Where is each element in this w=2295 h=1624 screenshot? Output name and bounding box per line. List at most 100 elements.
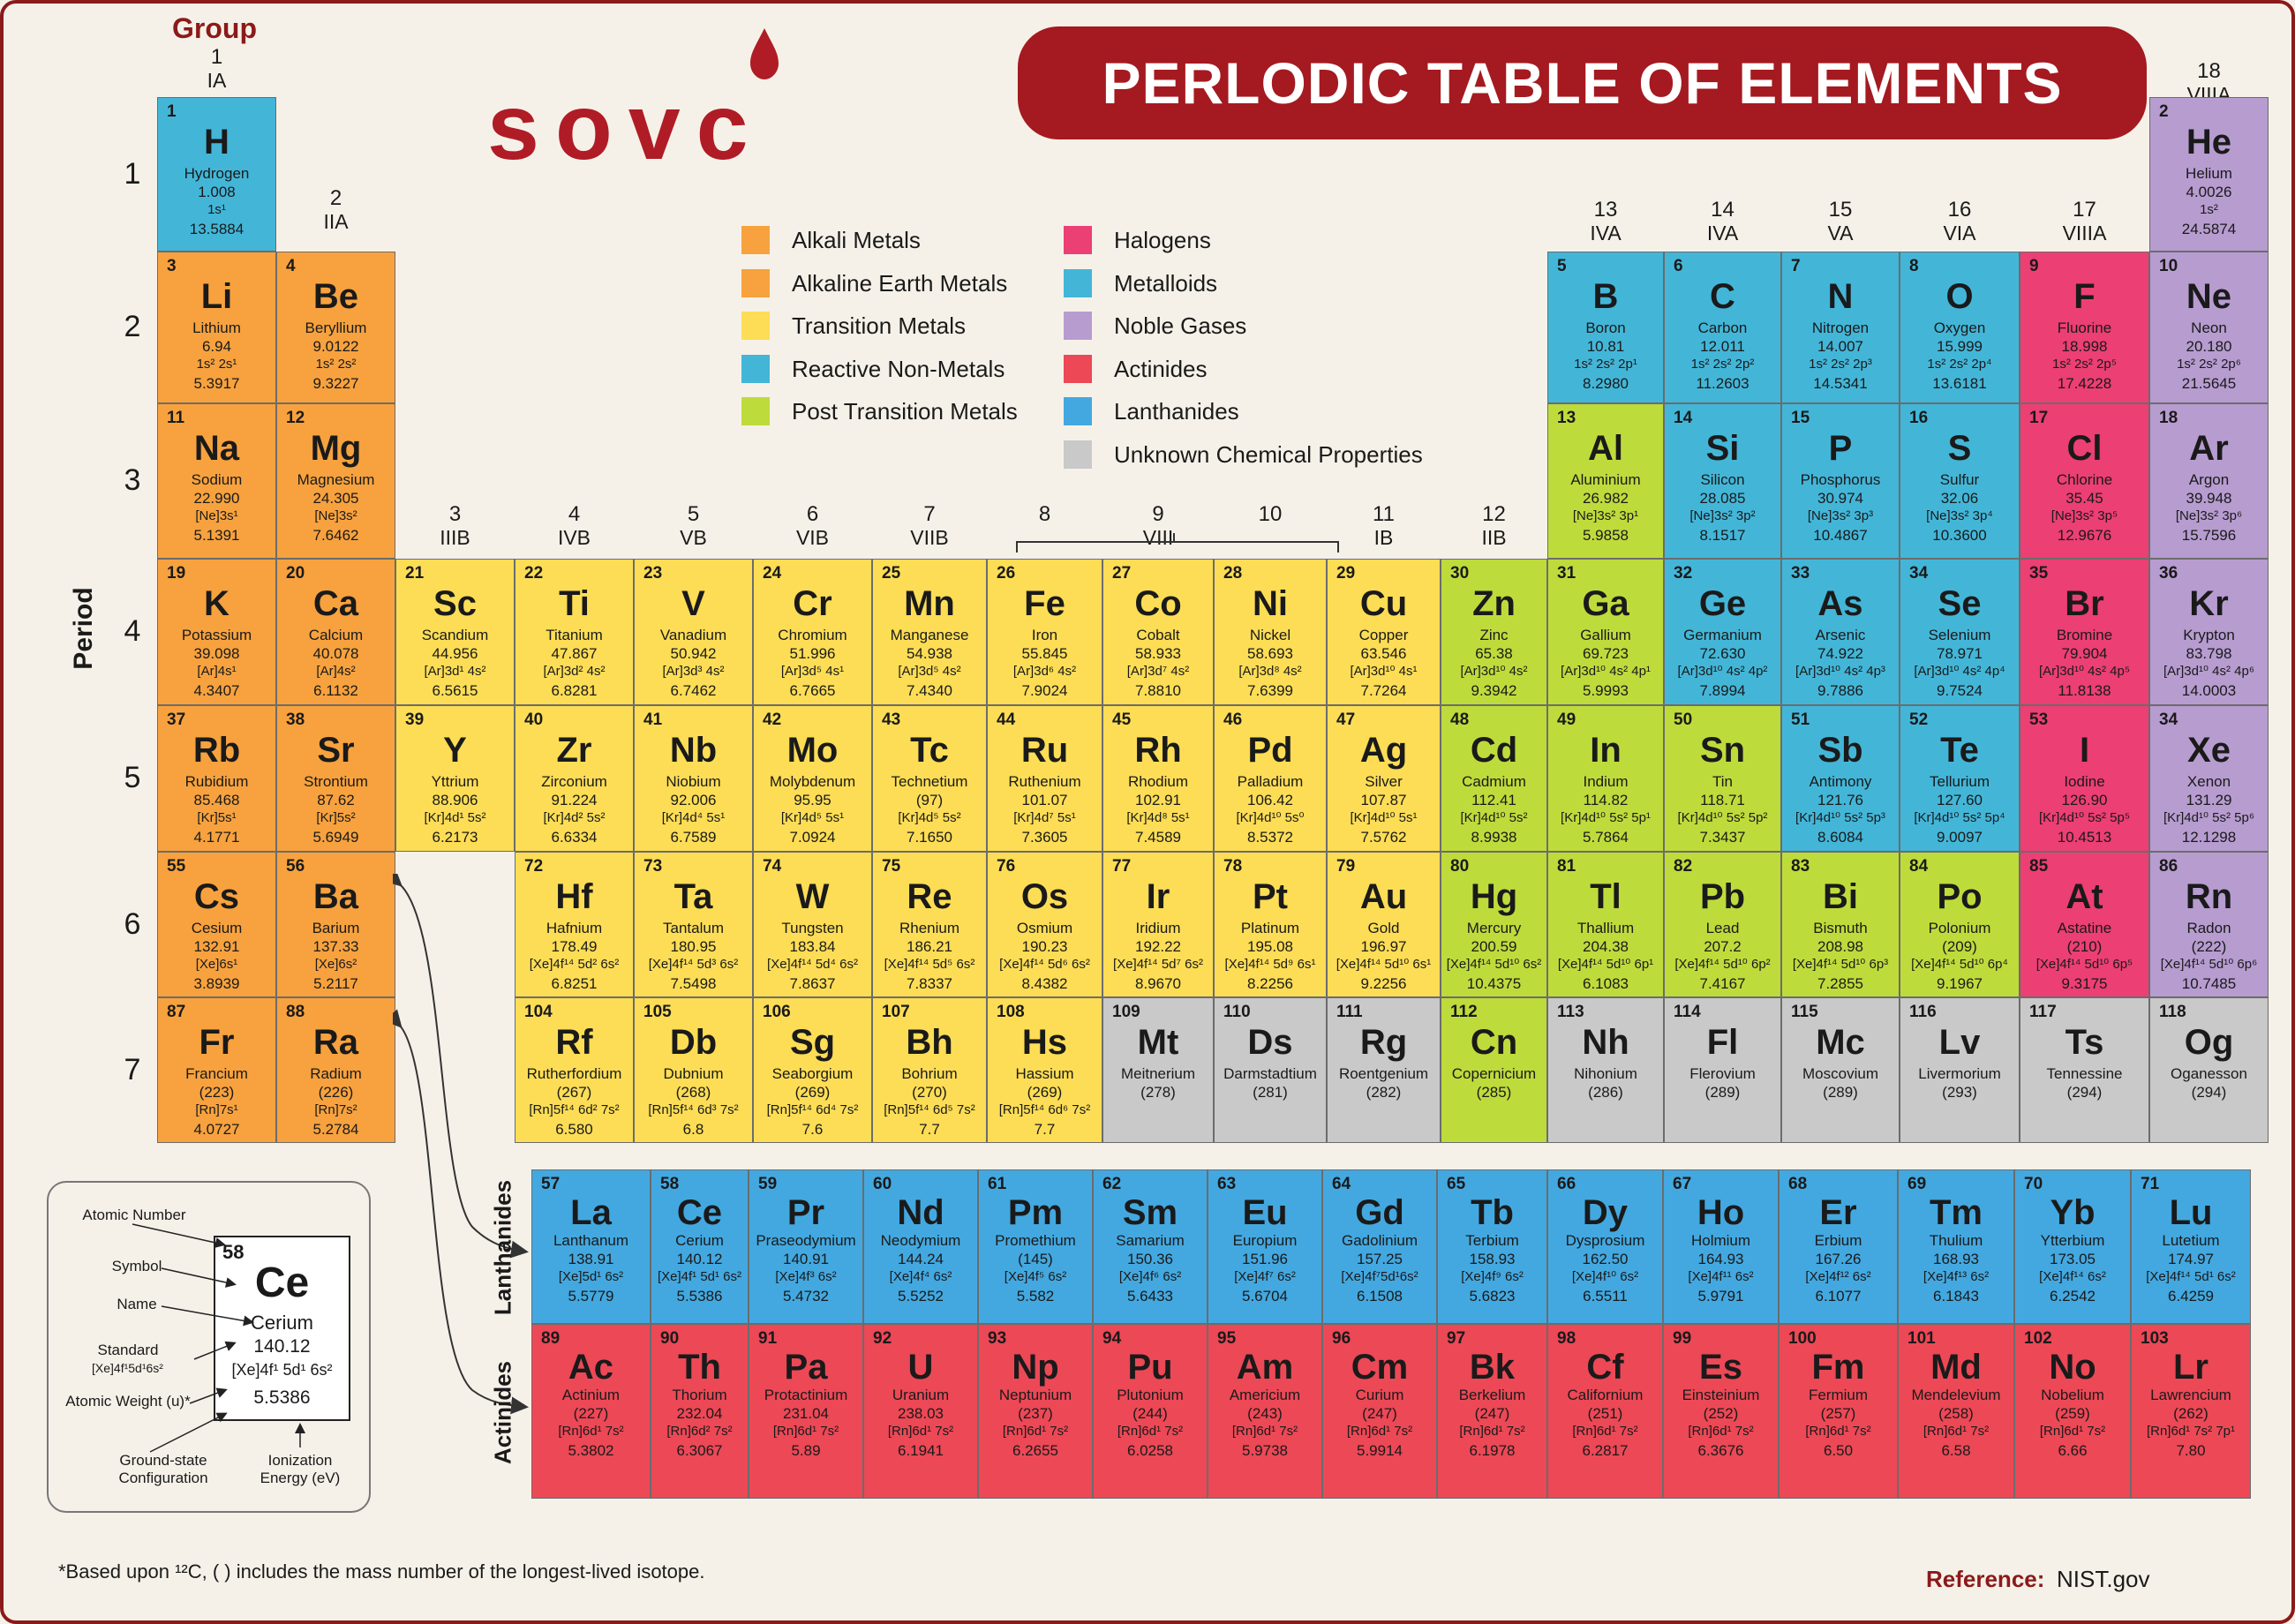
element-cell-v[interactable]: 23 V Vanadium 50.942 [Ar]3d³ 4s² 6.7462 bbox=[634, 559, 753, 705]
element-cell-mc[interactable]: 115 Mc Moscovium (289) bbox=[1781, 997, 1900, 1143]
element-cell-pr[interactable]: 59 Pr Praseodymium 140.91 [Xe]4f³ 6s² 5.4732 bbox=[749, 1169, 863, 1324]
element-cell-tb[interactable]: 65 Tb Terbium 158.93 [Xe]4f⁹ 6s² 5.6823 bbox=[1437, 1169, 1547, 1324]
element-cell-gd[interactable]: 64 Gd Gadolinium 157.25 [Xe]4f⁷5d¹6s² 6.1508 bbox=[1322, 1169, 1437, 1324]
element-cell-pa[interactable]: 91 Pa Protactinium 231.04 [Rn]6d¹ 7s² 5.89 bbox=[749, 1324, 863, 1499]
element-cell-pd[interactable]: 46 Pd Palladium 106.42 [Kr]4d¹⁰ 5s⁰ 8.5372 bbox=[1214, 705, 1327, 852]
element-cell-hs[interactable]: 108 Hs Hassium (269) [Rn]5f¹⁴ 6d⁶ 7s² 7.7 bbox=[987, 997, 1102, 1143]
element-cell-rn[interactable]: 86 Rn Radon (222) [Xe]4f¹⁴ 5d¹⁰ 6p⁶ 10.7485 bbox=[2149, 852, 2269, 997]
element-cell-lv[interactable]: 116 Lv Livermorium (293) bbox=[1900, 997, 2020, 1143]
element-cell-nd[interactable]: 60 Nd Neodymium 144.24 [Xe]4f⁴ 6s² 5.5252 bbox=[863, 1169, 978, 1324]
element-cell-at[interactable]: 85 At Astatine (210) [Xe]4f¹⁴ 5d¹⁰ 6p⁵ 9.3175 bbox=[2020, 852, 2149, 997]
element-cell-th[interactable]: 90 Th Thorium 232.04 [Rn]6d² 7s² 6.3067 bbox=[651, 1324, 749, 1499]
element-cell-i[interactable]: 53 I Iodine 126.90 [Kr]4d¹⁰ 5s² 5p⁵ 10.4513 bbox=[2020, 705, 2149, 852]
element-cell-md[interactable]: 101 Md Mendelevium (258) [Rn]6d¹ 7s² 6.58 bbox=[1898, 1324, 2014, 1499]
element-cell-co[interactable]: 27 Co Cobalt 58.933 [Ar]3d⁷ 4s² 7.8810 bbox=[1102, 559, 1214, 705]
element-cell-hg[interactable]: 80 Hg Mercury 200.59 [Xe]4f¹⁴ 5d¹⁰ 6s² 10.437… bbox=[1441, 852, 1547, 997]
element-cell-ds[interactable]: 110 Ds Darmstadtium (281) bbox=[1214, 997, 1327, 1143]
element-cell-br[interactable]: 35 Br Bromine 79.904 [Ar]3d¹⁰ 4s² 4p⁵ 11.8138 bbox=[2020, 559, 2149, 705]
element-cell-la[interactable]: 57 La Lanthanum 138.91 [Xe]5d¹ 6s² 5.5779 bbox=[531, 1169, 651, 1324]
element-cell-zn[interactable]: 30 Zn Zinc 65.38 [Ar]3d¹⁰ 4s² 9.3942 bbox=[1441, 559, 1547, 705]
element-cell-os[interactable]: 76 Os Osmium 190.23 [Xe]4f¹⁴ 5d⁶ 6s² 8.4382 bbox=[987, 852, 1102, 997]
element-cell-u[interactable]: 92 U Uranium 238.03 [Rn]6d¹ 7s² 6.1941 bbox=[863, 1324, 978, 1499]
element-cell-nb[interactable]: 41 Nb Niobium 92.006 [Kr]4d⁴ 5s¹ 6.7589 bbox=[634, 705, 753, 852]
element-cell-rg[interactable]: 111 Rg Roentgenium (282) bbox=[1327, 997, 1441, 1143]
element-cell-in[interactable]: 49 In Indium 114.82 [Kr]4d¹⁰ 5s² 5p¹ 5.7864 bbox=[1547, 705, 1664, 852]
element-cell-ca[interactable]: 20 Ca Calcium 40.078 [Ar]4s² 6.1132 bbox=[276, 559, 395, 705]
element-cell-p[interactable]: 15 P Phosphorus 30.974 [Ne]3s² 3p³ 10.4867 bbox=[1781, 403, 1900, 559]
element-cell-ba[interactable]: 56 Ba Barium 137.33 [Xe]6s² 5.2117 bbox=[276, 852, 395, 997]
element-cell-te[interactable]: 52 Te Tellurium 127.60 [Kr]4d¹⁰ 5s² 5p⁴ 9.009… bbox=[1900, 705, 2020, 852]
element-cell-ru[interactable]: 44 Ru Ruthenium 101.07 [Kr]4d⁷ 5s¹ 7.3605 bbox=[987, 705, 1102, 852]
element-cell-pu[interactable]: 94 Pu Plutonium (244) [Rn]6d¹ 7s² 6.0258 bbox=[1093, 1324, 1208, 1499]
element-cell-si[interactable]: 14 Si Silicon 28.085 [Ne]3s² 3p² 8.1517 bbox=[1664, 403, 1781, 559]
element-cell-rb[interactable]: 37 Rb Rubidium 85.468 [Kr]5s¹ 4.1771 bbox=[157, 705, 276, 852]
element-cell-sn[interactable]: 50 Sn Tin 118.71 [Kr]4d¹⁰ 5s² 5p² 7.3437 bbox=[1664, 705, 1781, 852]
element-cell-y[interactable]: 39 Y Yttrium 88.906 [Kr]4d¹ 5s² 6.2173 bbox=[395, 705, 515, 852]
element-cell-o[interactable]: 8 O Oxygen 15.999 1s² 2s² 2p⁴ 13.6181 bbox=[1900, 252, 2020, 403]
element-cell-kr[interactable]: 36 Kr Krypton 83.798 [Ar]3d¹⁰ 4s² 4p⁶ 14.0003 bbox=[2149, 559, 2269, 705]
element-cell-k[interactable]: 19 K Potassium 39.098 [Ar]4s¹ 4.3407 bbox=[157, 559, 276, 705]
element-cell-c[interactable]: 6 C Carbon 12.011 1s² 2s² 2p² 11.2603 bbox=[1664, 252, 1781, 403]
element-cell-re[interactable]: 75 Re Rhenium 186.21 [Xe]4f¹⁴ 5d⁵ 6s² 7.8337 bbox=[872, 852, 987, 997]
element-cell-bh[interactable]: 107 Bh Bohrium (270) [Rn]5f¹⁴ 6d⁵ 7s² 7.7 bbox=[872, 997, 987, 1143]
element-cell-cd[interactable]: 48 Cd Cadmium 112.41 [Kr]4d¹⁰ 5s² 8.9938 bbox=[1441, 705, 1547, 852]
element-cell-ar[interactable]: 18 Ar Argon 39.948 [Ne]3s² 3p⁶ 15.7596 bbox=[2149, 403, 2269, 559]
element-cell-cl[interactable]: 17 Cl Chlorine 35.45 [Ne]3s² 3p⁵ 12.9676 bbox=[2020, 403, 2149, 559]
element-cell-og[interactable]: 118 Og Oganesson (294) bbox=[2149, 997, 2269, 1143]
element-cell-zr[interactable]: 40 Zr Zirconium 91.224 [Kr]4d² 5s² 6.6334 bbox=[515, 705, 634, 852]
element-cell-dy[interactable]: 66 Dy Dysprosium 162.50 [Xe]4f¹⁰ 6s² 6.5511 bbox=[1547, 1169, 1663, 1324]
element-cell-n[interactable]: 7 N Nitrogen 14.007 1s² 2s² 2p³ 14.5341 bbox=[1781, 252, 1900, 403]
element-cell-tc[interactable]: 43 Tc Technetium (97) [Kr]4d⁵ 5s² 7.1650 bbox=[872, 705, 987, 852]
element-cell-fe[interactable]: 26 Fe Iron 55.845 [Ar]3d⁶ 4s² 7.9024 bbox=[987, 559, 1102, 705]
element-cell-be[interactable]: 4 Be Beryllium 9.0122 1s² 2s² 9.3227 bbox=[276, 252, 395, 403]
element-cell-np[interactable]: 93 Np Neptunium (237) [Rn]6d¹ 7s² 6.2655 bbox=[978, 1324, 1093, 1499]
element-cell-mn[interactable]: 25 Mn Manganese 54.938 [Ar]3d⁵ 4s² 7.4340 bbox=[872, 559, 987, 705]
element-cell-pm[interactable]: 61 Pm Promethium (145) [Xe]4f⁵ 6s² 5.582 bbox=[978, 1169, 1093, 1324]
element-cell-cn[interactable]: 112 Cn Copernicium (285) bbox=[1441, 997, 1547, 1143]
element-cell-pb[interactable]: 82 Pb Lead 207.2 [Xe]4f¹⁴ 5d¹⁰ 6p² 7.4167 bbox=[1664, 852, 1781, 997]
element-cell-lu[interactable]: 71 Lu Lutetium 174.97 [Xe]4f¹⁴ 5d¹ 6s² 6.4259 bbox=[2131, 1169, 2251, 1324]
element-cell-he[interactable]: 2 He Helium 4.0026 1s² 24.5874 bbox=[2149, 97, 2269, 252]
element-cell-li[interactable]: 3 Li Lithium 6.94 1s² 2s¹ 5.3917 bbox=[157, 252, 276, 403]
element-cell-f[interactable]: 9 F Fluorine 18.998 1s² 2s² 2p⁵ 17.4228 bbox=[2020, 252, 2149, 403]
element-cell-db[interactable]: 105 Db Dubnium (268) [Rn]5f¹⁴ 6d³ 7s² 6.8 bbox=[634, 997, 753, 1143]
element-cell-ac[interactable]: 89 Ac Actinium (227) [Rn]6d¹ 7s² 5.3802 bbox=[531, 1324, 651, 1499]
element-cell-as[interactable]: 33 As Arsenic 74.922 [Ar]3d¹⁰ 4s² 4p³ 9.7886 bbox=[1781, 559, 1900, 705]
element-cell-ts[interactable]: 117 Ts Tennessine (294) bbox=[2020, 997, 2149, 1143]
element-cell-cf[interactable]: 98 Cf Californium (251) [Rn]6d¹ 7s² 6.2817 bbox=[1547, 1324, 1663, 1499]
element-cell-h[interactable]: 1 H Hydrogen 1.008 1s¹ 13.5884 bbox=[157, 97, 276, 252]
element-cell-mg[interactable]: 12 Mg Magnesium 24.305 [Ne]3s² 7.6462 bbox=[276, 403, 395, 559]
element-cell-ge[interactable]: 32 Ge Germanium 72.630 [Ar]3d¹⁰ 4s² 4p² 7.899… bbox=[1664, 559, 1781, 705]
element-cell-se[interactable]: 34 Se Selenium 78.971 [Ar]3d¹⁰ 4s² 4p⁴ 9.7524 bbox=[1900, 559, 2020, 705]
element-cell-fr[interactable]: 87 Fr Francium (223) [Rn]7s¹ 4.0727 bbox=[157, 997, 276, 1143]
element-cell-sc[interactable]: 21 Sc Scandium 44.956 [Ar]3d¹ 4s² 6.5615 bbox=[395, 559, 515, 705]
element-cell-ga[interactable]: 31 Ga Gallium 69.723 [Ar]3d¹⁰ 4s² 4p¹ 5.9993 bbox=[1547, 559, 1664, 705]
element-cell-fm[interactable]: 100 Fm Fermium (257) [Rn]6d¹ 7s² 6.50 bbox=[1779, 1324, 1898, 1499]
element-cell-mt[interactable]: 109 Mt Meitnerium (278) bbox=[1102, 997, 1214, 1143]
element-cell-bi[interactable]: 83 Bi Bismuth 208.98 [Xe]4f¹⁴ 5d¹⁰ 6p³ 7.2855 bbox=[1781, 852, 1900, 997]
element-cell-b[interactable]: 5 B Boron 10.81 1s² 2s² 2p¹ 8.2980 bbox=[1547, 252, 1664, 403]
element-cell-no[interactable]: 102 No Nobelium (259) [Rn]6d¹ 7s² 6.66 bbox=[2014, 1324, 2131, 1499]
element-cell-cu[interactable]: 29 Cu Copper 63.546 [Ar]3d¹⁰ 4s¹ 7.7264 bbox=[1327, 559, 1441, 705]
element-cell-rf[interactable]: 104 Rf Rutherfordium (267) [Rn]5f¹⁴ 6d² 7s² 6… bbox=[515, 997, 634, 1143]
element-cell-ne[interactable]: 10 Ne Neon 20.180 1s² 2s² 2p⁶ 21.5645 bbox=[2149, 252, 2269, 403]
element-cell-ce[interactable]: 58 Ce Cerium 140.12 [Xe]4f¹ 5d¹ 6s² 5.5386 bbox=[651, 1169, 749, 1324]
element-cell-am[interactable]: 95 Am Americium (243) [Rn]6d¹ 7s² 5.9738 bbox=[1208, 1324, 1322, 1499]
element-cell-fl[interactable]: 114 Fl Flerovium (289) bbox=[1664, 997, 1781, 1143]
element-cell-es[interactable]: 99 Es Einsteinium (252) [Rn]6d¹ 7s² 6.3676 bbox=[1663, 1324, 1779, 1499]
element-cell-yb[interactable]: 70 Yb Ytterbium 173.05 [Xe]4f¹⁴ 6s² 6.2542 bbox=[2014, 1169, 2131, 1324]
element-cell-eu[interactable]: 63 Eu Europium 151.96 [Xe]4f⁷ 6s² 5.6704 bbox=[1208, 1169, 1322, 1324]
element-cell-nh[interactable]: 113 Nh Nihonium (286) bbox=[1547, 997, 1664, 1143]
element-cell-mo[interactable]: 42 Mo Molybdenum 95.95 [Kr]4d⁵ 5s¹ 7.0924 bbox=[753, 705, 872, 852]
element-cell-cr[interactable]: 24 Cr Chromium 51.996 [Ar]3d⁵ 4s¹ 6.7665 bbox=[753, 559, 872, 705]
element-cell-xe[interactable]: 34 Xe Xenon 131.29 [Kr]4d¹⁰ 5s² 5p⁶ 12.1298 bbox=[2149, 705, 2269, 852]
element-cell-ra[interactable]: 88 Ra Radium (226) [Rn]7s² 5.2784 bbox=[276, 997, 395, 1143]
element-cell-ti[interactable]: 22 Ti Titanium 47.867 [Ar]3d² 4s² 6.8281 bbox=[515, 559, 634, 705]
element-cell-tl[interactable]: 81 Tl Thallium 204.38 [Xe]4f¹⁴ 5d¹⁰ 6p¹ 6.108… bbox=[1547, 852, 1664, 997]
element-cell-po[interactable]: 84 Po Polonium (209) [Xe]4f¹⁴ 5d¹⁰ 6p⁴ 9.1967 bbox=[1900, 852, 2020, 997]
element-cell-tm[interactable]: 69 Tm Thulium 168.93 [Xe]4f¹³ 6s² 6.1843 bbox=[1898, 1169, 2014, 1324]
element-cell-sg[interactable]: 106 Sg Seaborgium (269) [Rn]5f¹⁴ 6d⁴ 7s² 7.6 bbox=[753, 997, 872, 1143]
element-cell-sr[interactable]: 38 Sr Strontium 87.62 [Kr]5s² 5.6949 bbox=[276, 705, 395, 852]
element-cell-bk[interactable]: 97 Bk Berkelium (247) [Rn]6d¹ 7s² 6.1978 bbox=[1437, 1324, 1547, 1499]
element-cell-ho[interactable]: 67 Ho Holmium 164.93 [Xe]4f¹¹ 6s² 5.9791 bbox=[1663, 1169, 1779, 1324]
